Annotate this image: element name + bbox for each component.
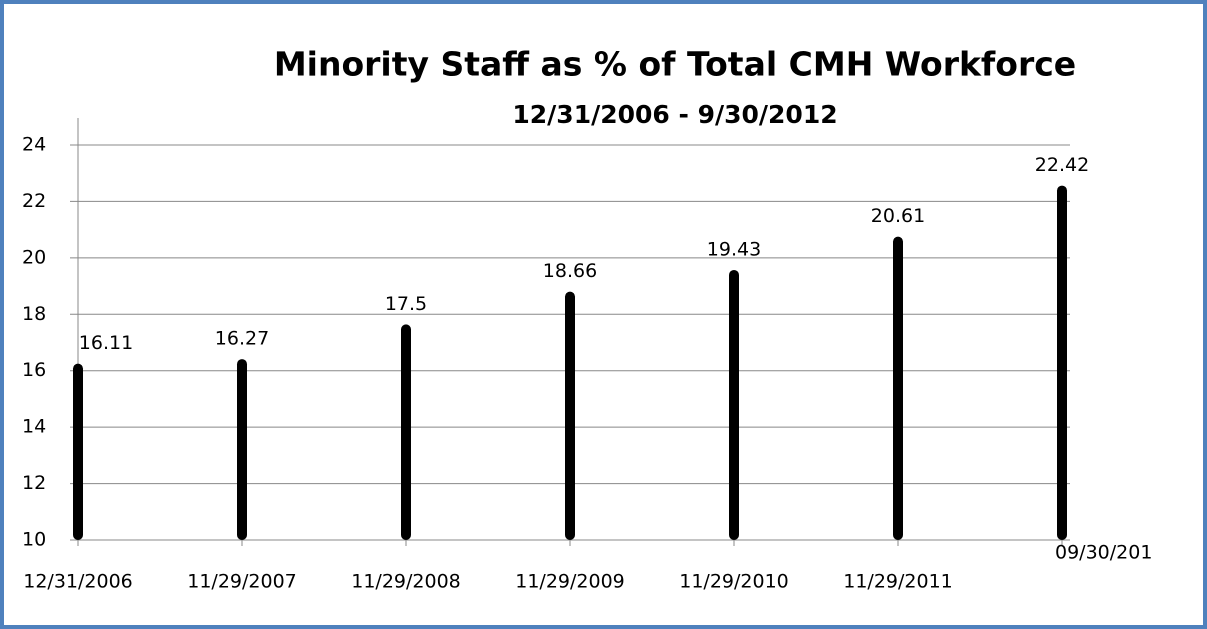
y-tick-label: 24 (22, 134, 46, 156)
x-tick-label: 12/31/2006 (23, 571, 133, 593)
y-tick-label: 14 (22, 416, 46, 438)
y-tick-label: 22 (22, 190, 46, 212)
y-tick-label: 18 (22, 303, 46, 325)
value-label: 20.61 (871, 205, 925, 227)
value-label: 16.27 (215, 328, 269, 350)
bar (73, 363, 83, 540)
bar (1057, 185, 1067, 541)
x-tick-label: 11/29/2007 (187, 571, 297, 593)
value-label: 22.42 (1035, 154, 1089, 176)
y-tick-label: 12 (22, 472, 46, 494)
bar (401, 324, 411, 540)
y-tick-label: 10 (22, 529, 46, 551)
value-label: 16.11 (79, 332, 133, 354)
y-tick-label: 20 (22, 246, 46, 268)
x-tick-label: 11/29/2008 (351, 571, 461, 593)
bar (893, 236, 903, 540)
x-tick-label: 11/29/2009 (515, 571, 625, 593)
value-label: 18.66 (543, 260, 597, 282)
bar (237, 359, 247, 540)
x-tick-label: 11/29/2010 (679, 571, 789, 593)
value-label: 17.5 (385, 293, 427, 315)
bar (729, 269, 739, 540)
y-tick-label: 16 (22, 359, 46, 381)
x-tick-label: 09/30/201 (1055, 542, 1152, 564)
chart-subtitle: 12/31/2006 - 9/30/2012 (512, 100, 837, 129)
chart-title: Minority Staff as % of Total CMH Workfor… (274, 45, 1076, 84)
x-tick-label: 11/29/2011 (843, 571, 953, 593)
bar (565, 291, 575, 540)
value-label: 19.43 (707, 238, 761, 260)
